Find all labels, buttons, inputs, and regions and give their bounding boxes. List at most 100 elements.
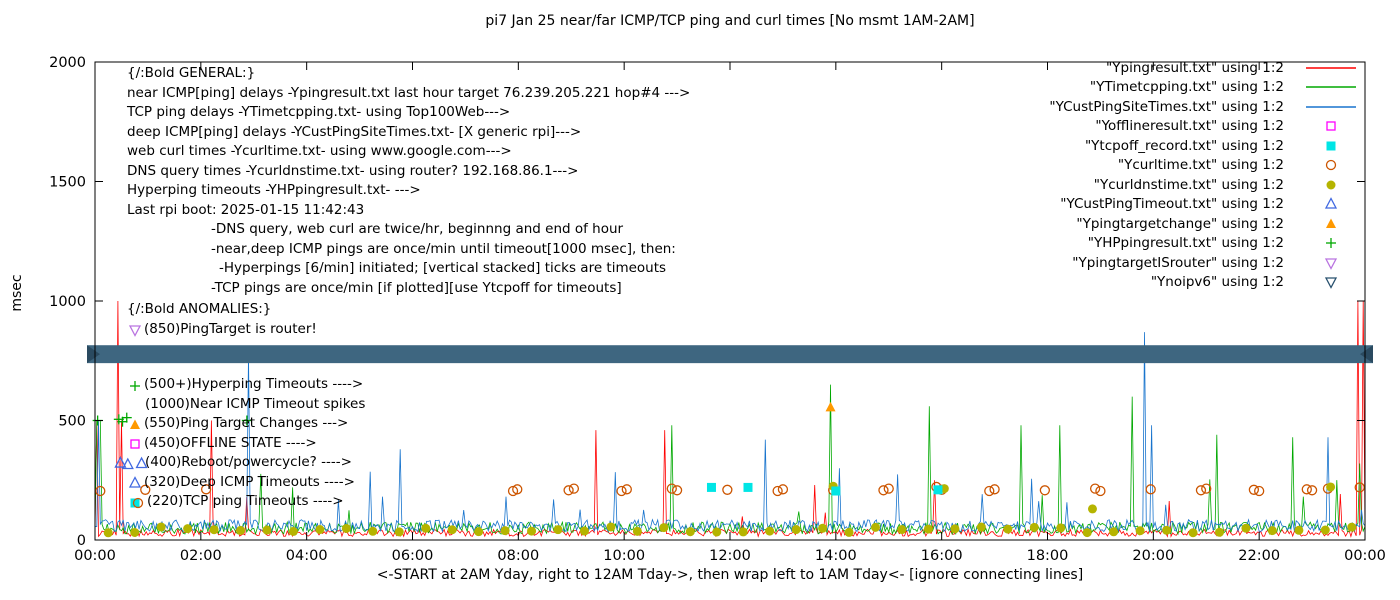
x-tick-label: 10:00 <box>603 548 645 564</box>
legend-entry: "YTimetcpping.txt" using 1:2 <box>1049 78 1366 98</box>
anomaly-line: (400)Reboot/powercycle? ----> <box>127 453 365 473</box>
legend-entry: "Yofflineresult.txt" using 1:2 <box>1049 117 1366 137</box>
y-tick-label: 1500 <box>49 175 86 191</box>
x-axis-label: <-START at 2AM Yday, right to 12AM Tday-… <box>376 567 1084 583</box>
general-note-line: Hyperping timeouts -YHPpingresult.txt- -… <box>127 182 421 198</box>
x-tick-label: 08:00 <box>497 548 539 564</box>
y-tick-label: 2000 <box>49 55 86 71</box>
general-note-line: Last rpi boot: 2025-01-15 11:42:43 <box>127 201 365 218</box>
anomalies-notes: {/:Bold ANOMALIES:} (850)PingTarget is ro… <box>127 300 365 512</box>
legend-marker-square-filled-icon <box>1326 141 1336 151</box>
axes: 0 500 1000 1500 2000 00:00 02:00 04:00 06:00 08:0… <box>49 55 1386 564</box>
x-tick-label: 00:00 <box>74 548 116 564</box>
anomaly-line-text: (220)TCP ping Timeouts ----> <box>147 493 344 509</box>
legend-entry: "Ypingresult.txt" using 1:2 <box>1049 58 1366 78</box>
legend-marker-line-icon <box>1306 86 1356 89</box>
general-note-line: -TCP pings are once/min [if plotted][use… <box>211 279 622 296</box>
anomalies-heading: {/:Bold ANOMALIES:} <box>127 301 272 317</box>
general-note-line: near ICMP[ping] delays -Ypingresult.txt … <box>127 84 691 101</box>
general-note-line: TCP ping delays -YTimetcpping.txt- using… <box>127 104 511 120</box>
anomaly-line-text: (850)PingTarget is router! <box>144 320 317 337</box>
anomaly-line-text: (400)Reboot/powercycle? ----> <box>145 454 352 470</box>
legend-entry-label: "YTimetcpping.txt" using 1:2 <box>1089 79 1284 96</box>
legend-entry: "YCustPingTimeout.txt" using 1:2 <box>1049 195 1366 215</box>
markers-ypingtargetchange <box>825 401 836 412</box>
x-tick-label: 02:00 <box>180 548 222 564</box>
noipv6-band <box>87 345 1373 364</box>
x-tick-label: 04:00 <box>286 548 328 564</box>
legend-entry: "YCustPingSiteTimes.txt" using 1:2 <box>1049 97 1366 117</box>
markers-ycustpingtimeout-txt <box>114 456 148 470</box>
legend-marker-triangle-down-open-icon <box>1324 258 1338 270</box>
y-tick-label: 500 <box>58 414 86 430</box>
y-tick-label: 1000 <box>49 294 86 310</box>
legend-entry-label: "Ypingtargetchange" using 1:2 <box>1076 215 1284 232</box>
x-tick-label: 18:00 <box>1027 548 1069 564</box>
x-tick-label: 20:00 <box>1132 548 1174 564</box>
legend-entry-label: "Ycurltime.txt" using 1:2 <box>1117 157 1284 174</box>
chart-title: pi7 Jan 25 near/far ICMP/TCP ping and cu… <box>485 13 975 29</box>
legend-marker-circle-filled-icon <box>1326 180 1336 190</box>
square-filled-icon <box>127 494 143 510</box>
y-tick-label: 0 <box>77 533 86 549</box>
legend-marker-triangle-down-open-icon <box>1324 277 1338 290</box>
anomaly-line-text: (450)OFFLINE STATE ----> <box>144 434 317 451</box>
x-tick-label: 06:00 <box>392 548 434 564</box>
legend-entry: "Ynoipv6" using 1:2 <box>1049 273 1366 293</box>
x-tick-label: 14:00 <box>815 548 857 564</box>
legend-marker-triangle-up-open-icon <box>1324 197 1338 209</box>
markers-ycurldnstime-txt <box>103 481 1357 538</box>
legend-entry-label: "Yofflineresult.txt" using 1:2 <box>1095 118 1284 135</box>
anomaly-line-text: (550)Ping Target Changes ---> <box>144 415 349 431</box>
general-notes: {/:Bold GENERAL:} near ICMP[ping] delays … <box>127 64 690 298</box>
legend-marker-line-icon <box>1306 105 1356 108</box>
anomaly-line: (450)OFFLINE STATE ----> <box>127 434 365 454</box>
general-note-line: -Hyperpings [6/min] initiated; [vertical… <box>219 260 667 276</box>
legend-marker-triangle-up-filled-icon <box>1326 218 1336 228</box>
legend-entry: "Ycurltime.txt" using 1:2 <box>1049 156 1366 176</box>
anomaly-line: (500+)Hyperping Timeouts ----> <box>127 375 365 395</box>
legend-marker-square-open-icon <box>1326 121 1336 131</box>
x-tick-label: 22:00 <box>1238 548 1280 564</box>
legend-entry-label: "YCustPingTimeout.txt" using 1:2 <box>1060 196 1284 213</box>
legend-entry-label: "Ycurldnstime.txt" using 1:2 <box>1093 176 1284 193</box>
square-open-icon <box>127 435 143 451</box>
triangle-up-open-icon <box>127 474 143 490</box>
anomaly-line: (550)Ping Target Changes ---> <box>127 414 365 434</box>
legend-marker-line-icon <box>1306 66 1356 69</box>
legend-entry-label: "YHPpingresult.txt" using 1:2 <box>1087 235 1284 252</box>
legend-entry-label: "Ynoipv6" using 1:2 <box>1150 274 1284 291</box>
series-line-ycustpingsitetimes-txt <box>94 332 1366 533</box>
anomaly-line: (220)TCP ping Timeouts ----> <box>127 492 365 512</box>
markers-ytcpoff-record-txt <box>706 482 943 496</box>
anomaly-line-text: (500+)Hyperping Timeouts ----> <box>144 376 364 392</box>
anomaly-line-text: (1000)Near ICMP Timeout spikes <box>145 395 366 412</box>
circle-open-icon <box>130 494 146 510</box>
series-markers <box>92 401 1365 538</box>
anomaly-line-text: (320)Deep ICMP Timeouts ----> <box>144 473 355 490</box>
legend-entry-label: "YpingtargetISrouter" using 1:2 <box>1072 254 1284 271</box>
plus-icon <box>127 377 143 393</box>
legend-entry-label: "YCustPingSiteTimes.txt" using 1:2 <box>1049 98 1284 115</box>
legend-entry: "Ycurldnstime.txt" using 1:2 <box>1049 175 1366 195</box>
general-note-line: DNS query times -Ycurldnstime.txt- using… <box>127 162 579 179</box>
legend-entry: "YHPpingresult.txt" using 1:2 <box>1049 234 1366 254</box>
legend-marker-plus-icon <box>1326 238 1336 249</box>
triangle-up-filled-icon <box>127 416 143 432</box>
general-note-line: web curl times -Ycurltime.txt- using www… <box>127 143 512 159</box>
general-note-line: -near,deep ICMP pings are once/min until… <box>211 240 676 257</box>
anomaly-line: (320)Deep ICMP Timeouts ----> <box>127 473 365 493</box>
legend-entry: "Ypingtargetchange" using 1:2 <box>1049 214 1366 234</box>
general-note-line: deep ICMP[ping] delays -YCustPingSiteTim… <box>127 123 582 140</box>
legend: "Ypingresult.txt" using 1:2 "YTimetcpping… <box>1049 58 1366 292</box>
general-heading: {/:Bold GENERAL:} <box>127 65 256 81</box>
general-note-line: -DNS query, web curl are twice/hr, begin… <box>211 221 624 237</box>
legend-entry-label: "Ypingresult.txt" using 1:2 <box>1106 59 1284 76</box>
legend-entry: "Ytcpoff_record.txt" using 1:2 <box>1049 136 1366 156</box>
anomaly-line: (1000)Near ICMP Timeout spikes <box>127 395 365 415</box>
legend-marker-circle-open-icon <box>1325 160 1337 171</box>
x-tick-label: 00:00 <box>1344 548 1386 564</box>
triangle-down-open-icon <box>127 321 143 338</box>
